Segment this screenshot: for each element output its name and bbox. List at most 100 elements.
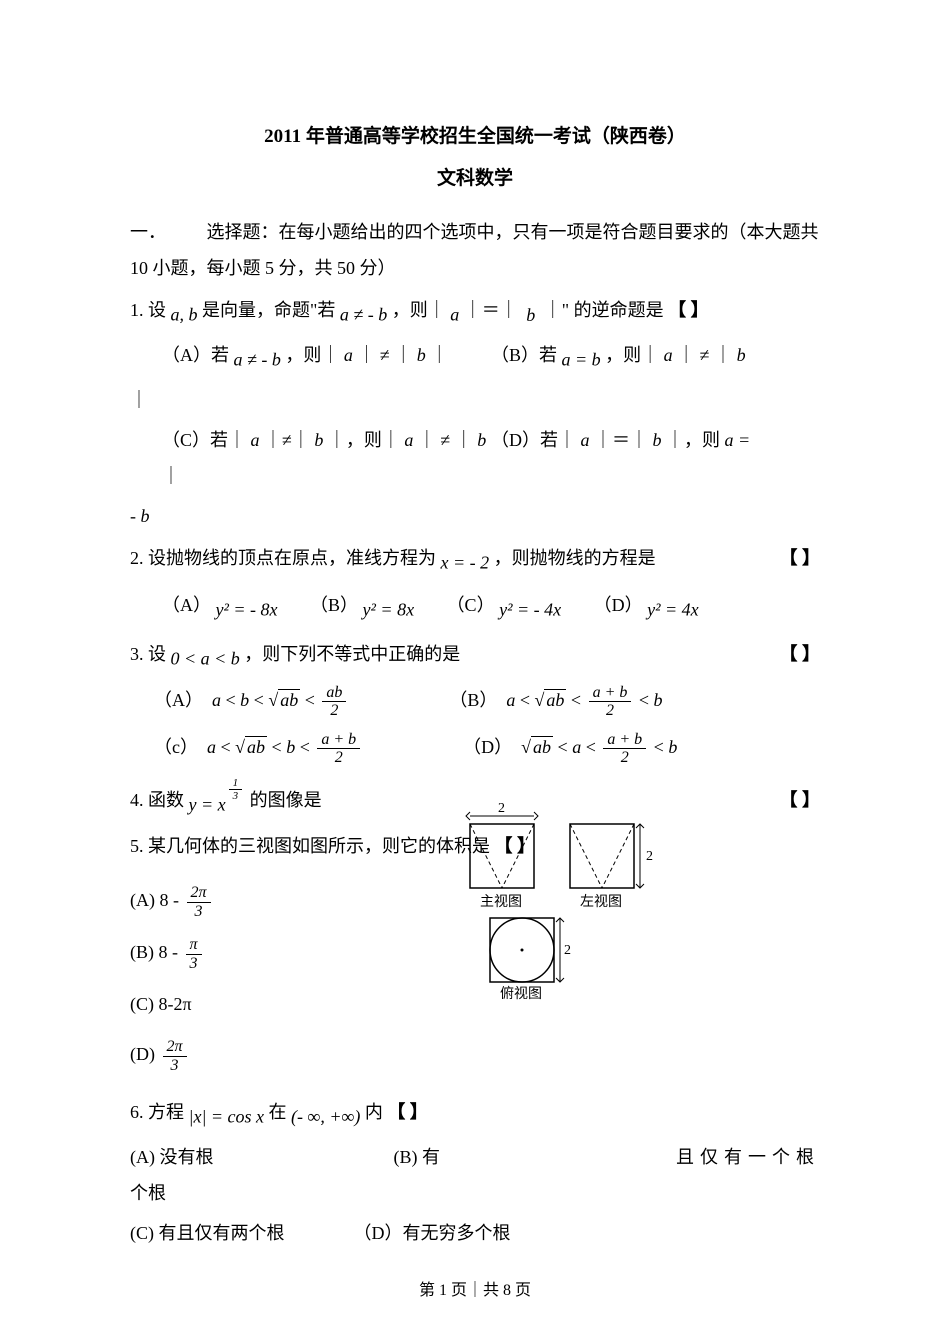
- q1-b1: b: [526, 305, 535, 325]
- dim-side: 2: [646, 849, 653, 864]
- q2-stem-row: 2. 设抛物线的顶点在原点，准线方程为 x = - 2 ，则抛物线的方程是 【 …: [130, 540, 820, 581]
- q1-ab: a, b: [171, 305, 198, 325]
- q1-A-neq: ｜ ≠ ｜: [357, 345, 412, 365]
- q1-bar: ｜: [130, 382, 820, 418]
- q3-cond: 0 < a < b: [171, 649, 240, 669]
- q3-C-fd: 2: [317, 749, 360, 767]
- q5-A-fd: 3: [187, 903, 211, 921]
- q4-exp-n: 1: [229, 777, 243, 790]
- three-view-svg: 2 主视图 左视图 2 俯视图 2: [460, 798, 690, 1028]
- q3-optC: （c） a < ab < b < a + b2: [154, 724, 363, 771]
- q1-A-a: a: [344, 345, 353, 365]
- q1-D-end: a =: [725, 430, 751, 450]
- q3-C-rad: ab: [245, 736, 267, 757]
- q6-stem: 6. 方程 |x| = cos x 在 (- ∞, +∞) 内 【 】: [130, 1094, 820, 1135]
- q5-D-fn: 2π: [163, 1038, 187, 1057]
- q1-C-neq2: ｜ ≠ ｜: [418, 430, 473, 450]
- q1-optD: （D）若｜ a ｜＝｜ b ｜，则 a =: [491, 422, 820, 494]
- section-label: 一．: [130, 222, 166, 242]
- q2-optB: （B） y² = 8x: [310, 586, 414, 630]
- question-2: 2. 设抛物线的顶点在原点，准线方程为 x = - 2 ，则抛物线的方程是 【 …: [130, 540, 820, 631]
- q3-D-lbl: （D）: [463, 737, 512, 757]
- q5-optA: (A) 8 - 2π3: [130, 882, 214, 920]
- three-view-diagram: 2 主视图 左视图 2 俯视图 2: [460, 798, 690, 1028]
- q5-B-fn: π: [186, 936, 202, 955]
- q3-stem: 设: [148, 644, 166, 664]
- q1-s2: 是向量，命题"若: [202, 300, 335, 320]
- q1-A-pre: （A）若: [162, 345, 229, 365]
- q1-neq: a ≠ - b: [340, 305, 387, 325]
- exam-title-2: 文科数学: [130, 162, 820, 196]
- dim-circle: 2: [564, 943, 571, 958]
- q3-A-fd: 2: [322, 702, 346, 720]
- q1-A-end: ｜: [430, 345, 448, 365]
- q3-A-fn: ab: [322, 684, 346, 703]
- q1-D-pre: （D）若｜: [491, 430, 576, 450]
- q5-A-fn: 2π: [187, 884, 211, 903]
- dim-top: 2: [498, 801, 505, 816]
- q6-bracket: 【 】: [387, 1102, 428, 1122]
- q3-optD: （D） ab < a < a + b2 < b: [463, 724, 677, 771]
- q1-D-m1: ｜＝｜: [594, 430, 648, 450]
- q4-s1: 函数: [148, 790, 184, 810]
- q6-optB: (B) 有: [394, 1139, 441, 1175]
- q5-text: 某几何体的三视图如图所示，则它的体积是: [148, 836, 490, 856]
- q1-row-ab: （A）若 a ≠ - b ，则｜ a ｜ ≠ ｜ b ｜ （B）若 a = b …: [130, 337, 820, 378]
- q6-row-cd: (C) 有且仅有两个根 （D）有无穷多个根: [130, 1215, 820, 1251]
- q4-exp-d: 3: [229, 790, 243, 802]
- q5-B-n: 8 -: [159, 942, 179, 962]
- q5-A-n: 8 -: [160, 890, 180, 910]
- top-view-label: 俯视图: [500, 986, 542, 1002]
- q2-D-lbl: （D）: [594, 595, 643, 615]
- q2-B-lbl: （B）: [310, 595, 358, 615]
- q1-B-neq: ｜ ≠ ｜: [677, 345, 732, 365]
- q1-optC: （C）若｜ a ｜≠｜ b ｜，则｜ a ｜ ≠ ｜ b ｜: [162, 422, 491, 494]
- q3-row2: （c） a < ab < b < a + b2 （D） ab < a < a +…: [154, 724, 820, 771]
- q2-cond: x = - 2: [441, 552, 490, 572]
- q3-D-fn: a + b: [603, 731, 646, 750]
- q4-s2: 的图像是: [250, 790, 322, 810]
- q1-B-a: a: [664, 345, 673, 365]
- q1-C-pre: （C）若｜: [162, 430, 246, 450]
- q6-num: 6.: [130, 1102, 144, 1122]
- q1-C-a1: a: [251, 430, 260, 450]
- q6-expr: |x| = cos x: [189, 1107, 265, 1127]
- q3-A-rad: ab: [278, 689, 300, 710]
- q2-stem2: ，则抛物线的方程是: [494, 548, 656, 568]
- q5-B-fd: 3: [186, 955, 202, 973]
- q3-A-lbl: （A）: [154, 690, 203, 710]
- q1-optB: （B）若 a = b ，则｜ a ｜ ≠ ｜ b: [491, 337, 820, 378]
- section-text: 选择题：在每小题给出的四个选项中，只有一项是符合题目要求的（本大题共 10 小题…: [130, 222, 819, 278]
- q4-bracket: 【 】: [780, 782, 821, 818]
- q5-D-fd: 3: [163, 1057, 187, 1075]
- q5-C-lbl: (C): [130, 994, 154, 1014]
- q2-options: （A） y² = - 8x （B） y² = 8x （C） y² = - 4x …: [162, 586, 820, 630]
- q3-stem2: ，则下列不等式中正确的是: [244, 644, 460, 664]
- q3-B-fn: a + b: [589, 684, 632, 703]
- q6-optC: (C) 有且仅有两个根: [130, 1223, 285, 1243]
- q2-optD: （D） y² = 4x: [594, 586, 699, 630]
- q2-optC: （C） y² = - 4x: [447, 586, 562, 630]
- q3-num: 3.: [130, 644, 144, 664]
- q5-optB: (B) 8 - π3: [130, 934, 214, 972]
- q5-B-lbl: (B): [130, 942, 154, 962]
- q5-options: (A) 8 - 2π3 (B) 8 - π3 (C) 8-2π (D) 2π3: [130, 868, 214, 1088]
- q5-A-lbl: (A): [130, 890, 155, 910]
- q2-B-expr: y² = 8x: [363, 600, 415, 620]
- q2-optA: （A） y² = - 8x: [162, 586, 278, 630]
- q1-C-b1: b: [314, 430, 323, 450]
- q4-func: y = x: [189, 794, 226, 814]
- q2-C-expr: y² = - 4x: [499, 600, 561, 620]
- q1-s4: ｜＝｜: [464, 300, 518, 320]
- q3-B-fd: 2: [589, 702, 632, 720]
- q6-s1: 方程: [148, 1102, 184, 1122]
- q5-D-lbl: (D): [130, 1044, 155, 1064]
- q1-bracket: 【 】: [668, 300, 709, 320]
- q5-optD: (D) 2π3: [130, 1036, 214, 1074]
- q3-row1: （A） a < b < ab < ab2 （B） a < ab < a + b2…: [154, 677, 820, 724]
- q3-B-lbl: （B）: [449, 690, 497, 710]
- front-view-label: 主视图: [480, 894, 522, 910]
- q1-A-cond: a ≠ - b: [234, 350, 281, 370]
- q2-stem: 设抛物线的顶点在原点，准线方程为: [148, 548, 436, 568]
- q1-C-m1: ｜≠｜: [264, 430, 310, 450]
